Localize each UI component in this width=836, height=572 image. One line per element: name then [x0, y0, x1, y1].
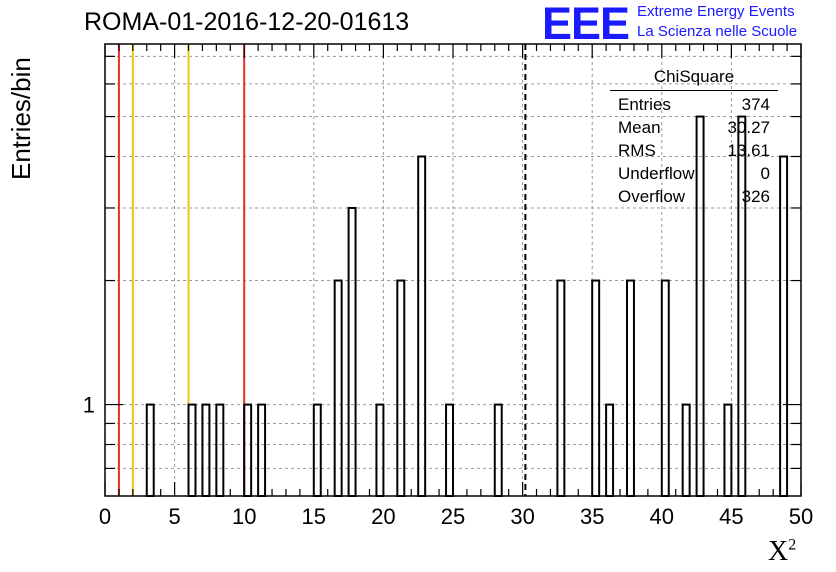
stats-row: Underflow 0 [610, 162, 778, 185]
logo-line-2: La Scienza nelle Scuole [637, 23, 798, 40]
histogram-bar [626, 279, 635, 497]
histogram-bar [556, 279, 566, 497]
stats-row: Entries 374 [610, 93, 778, 116]
stats-row: Overflow 326 [610, 185, 778, 208]
histogram-bar [257, 403, 267, 497]
histogram-bar [215, 403, 225, 497]
x-tick-label: 15 [302, 504, 326, 529]
x-tick-label: 35 [580, 504, 604, 529]
histogram-bar [187, 403, 197, 497]
histogram-bar [201, 403, 211, 497]
histogram-bar [347, 206, 357, 498]
histogram-bar [591, 279, 601, 497]
histogram-bar [779, 155, 789, 497]
histogram-bar [681, 403, 691, 497]
histogram-bar [375, 403, 385, 497]
histogram-bar [396, 279, 406, 497]
stats-value: 13.61 [727, 141, 770, 160]
x-tick-label: 20 [371, 504, 395, 529]
eee-logo-mark: EEE [542, 0, 630, 49]
stats-value: 326 [741, 187, 770, 206]
x-tick-label: 45 [719, 504, 743, 529]
logo-line-1: Extreme Energy Events [637, 3, 795, 20]
stats-title: ChiSquare [610, 66, 778, 91]
stats-box: ChiSquare Entries 374 Mean 30.27 RMS 13.… [610, 66, 778, 208]
stats-key: RMS [618, 141, 656, 160]
histogram-bar [243, 403, 253, 497]
histogram-bar [445, 403, 455, 497]
stats-key: Mean [618, 118, 661, 137]
stats-value: 30.27 [727, 118, 770, 137]
x-tick-label: 30 [510, 504, 534, 529]
y-tick-label: 1 [83, 393, 95, 418]
stats-value: 374 [741, 95, 770, 114]
stats-key: Entries [618, 95, 671, 114]
histogram-bar [605, 403, 615, 497]
histogram-bar [493, 403, 503, 497]
stats-row: RMS 13.61 [610, 139, 778, 162]
x-tick-label: 50 [789, 504, 813, 529]
histogram-bar [417, 155, 427, 497]
stats-key: Overflow [618, 187, 686, 206]
x-tick-label: 5 [168, 504, 180, 529]
x-tick-label: 0 [99, 504, 111, 529]
stats-row: Mean 30.27 [610, 116, 778, 139]
histogram-bar [660, 279, 670, 497]
histogram-bar [145, 403, 155, 497]
histogram-bar [723, 403, 733, 497]
stats-value: 0 [760, 164, 770, 183]
stats-key: Underflow [618, 164, 695, 183]
run-title: ROMA-01-2016-12-20-01613 [84, 8, 410, 36]
x-axis-label: X2 [768, 536, 797, 567]
x-tick-label: 40 [650, 504, 674, 529]
x-tick-label: 25 [441, 504, 465, 529]
y-axis-label: Entries/bin [6, 57, 36, 180]
x-tick-label: 10 [232, 504, 256, 529]
histogram-bar [333, 279, 343, 497]
histogram-bar [312, 403, 322, 497]
